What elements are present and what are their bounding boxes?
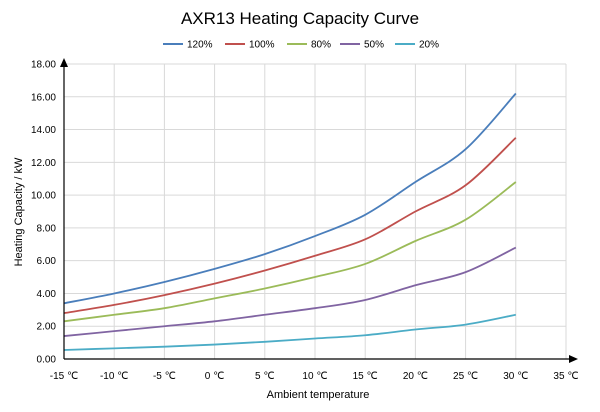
x-tick-label: 25 ℃ — [453, 371, 478, 382]
x-axis-label: Ambient temperature — [267, 389, 370, 401]
y-axis-arrow — [60, 58, 68, 67]
legend-label: 100% — [249, 40, 275, 51]
axes — [60, 58, 578, 363]
y-tick-label: 0.00 — [37, 355, 57, 366]
series-line-20pct — [63, 313, 516, 351]
legend-label: 20% — [419, 40, 439, 51]
y-tick-label: 8.00 — [37, 223, 57, 234]
legend-label: 80% — [311, 40, 331, 51]
legend-label: 120% — [187, 40, 213, 51]
legend: 120% 100% 80% 50% 20% — [163, 40, 439, 51]
y-tick-label: 18.00 — [31, 60, 56, 71]
x-tick-label: 35 ℃ — [553, 371, 578, 382]
y-tick-label: 16.00 — [31, 92, 56, 103]
series-line-50pct — [63, 246, 517, 337]
x-tick-label: -5 ℃ — [153, 371, 176, 382]
y-tick-label: 4.00 — [37, 289, 57, 300]
y-tick-label: 6.00 — [37, 256, 57, 267]
y-tick-label: 2.00 — [37, 322, 57, 333]
series-line-80pct — [63, 181, 517, 323]
x-tick-label: 15 ℃ — [353, 371, 378, 382]
y-axis-label: Heating Capacity / kW — [13, 157, 25, 266]
x-tick-label: -15 ℃ — [50, 371, 78, 382]
legend-label: 50% — [364, 40, 384, 51]
x-tick-label: 5 ℃ — [255, 371, 275, 382]
chart-title: AXR13 Heating Capacity Curve — [181, 9, 419, 28]
x-tick-label: 0 ℃ — [205, 371, 225, 382]
y-tick-label: 10.00 — [31, 191, 56, 202]
y-tick-label: 12.00 — [31, 158, 56, 169]
x-tick-label: 20 ℃ — [403, 371, 428, 382]
x-tick-label: 30 ℃ — [503, 371, 528, 382]
x-axis-arrow — [569, 355, 578, 363]
series-line-120pct — [63, 92, 517, 305]
x-tick-label: -10 ℃ — [100, 371, 128, 382]
gridlines — [64, 63, 567, 359]
x-tick-label: 10 ℃ — [302, 371, 327, 382]
tick-labels: -15 ℃ -10 ℃ -5 ℃ 0 ℃ 5 ℃ 10 ℃ 15 ℃ 20 ℃ 25 ℃ 30 ℃… — [31, 60, 579, 383]
y-tick-label: 14.00 — [31, 125, 56, 136]
series-line-100pct — [63, 137, 517, 314]
series-lines — [63, 92, 517, 351]
